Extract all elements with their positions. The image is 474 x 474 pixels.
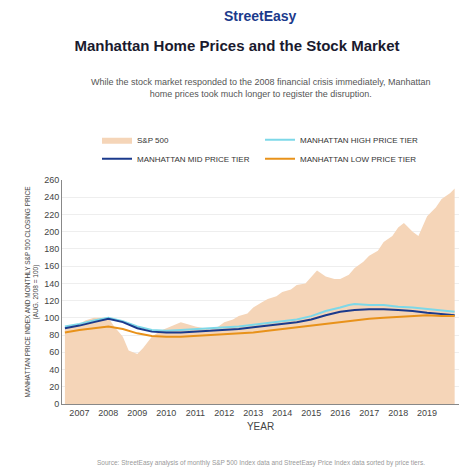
svg-text:2016: 2016 bbox=[330, 408, 350, 418]
svg-text:2009: 2009 bbox=[127, 408, 147, 418]
svg-text:StreetEasy: StreetEasy bbox=[224, 8, 297, 24]
svg-text:MANHATTAN HIGH PRICE TIER: MANHATTAN HIGH PRICE TIER bbox=[300, 136, 418, 145]
svg-text:MANHATTAN MID PRICE TIER: MANHATTAN MID PRICE TIER bbox=[137, 155, 250, 164]
svg-text:S&P 500: S&P 500 bbox=[137, 136, 169, 145]
svg-text:160: 160 bbox=[44, 261, 59, 271]
svg-text:MANHATTAN PRICE INDEX AND MONT: MANHATTAN PRICE INDEX AND MONTHLY S&P 50… bbox=[24, 186, 40, 398]
svg-text:2019: 2019 bbox=[417, 408, 437, 418]
svg-text:80: 80 bbox=[49, 330, 59, 340]
svg-text:100: 100 bbox=[44, 313, 59, 323]
svg-text:2013: 2013 bbox=[243, 408, 263, 418]
svg-text:2015: 2015 bbox=[301, 408, 321, 418]
svg-text:180: 180 bbox=[44, 244, 59, 254]
svg-text:MANHATTAN LOW PRICE TIER: MANHATTAN LOW PRICE TIER bbox=[300, 155, 416, 164]
svg-text:60: 60 bbox=[49, 347, 59, 357]
svg-text:Manhattan Home Prices and the: Manhattan Home Prices and the Stock Mark… bbox=[74, 37, 399, 54]
svg-text:2017: 2017 bbox=[359, 408, 379, 418]
svg-text:260: 260 bbox=[44, 175, 59, 185]
svg-text:YEAR: YEAR bbox=[247, 421, 274, 432]
svg-text:2014: 2014 bbox=[272, 408, 292, 418]
svg-text:2018: 2018 bbox=[388, 408, 408, 418]
svg-text:0: 0 bbox=[54, 399, 59, 409]
svg-text:2007: 2007 bbox=[69, 408, 89, 418]
svg-text:While the stock market respond: While the stock market responded to the … bbox=[91, 77, 431, 99]
svg-text:220: 220 bbox=[44, 210, 59, 220]
svg-text:200: 200 bbox=[44, 227, 59, 237]
svg-text:40: 40 bbox=[49, 365, 59, 375]
svg-text:240: 240 bbox=[44, 192, 59, 202]
svg-text:2011: 2011 bbox=[186, 408, 205, 418]
svg-text:140: 140 bbox=[44, 279, 59, 289]
svg-text:Source: StreetEasy analysis of: Source: StreetEasy analysis of monthly S… bbox=[97, 459, 425, 467]
svg-text:2008: 2008 bbox=[98, 408, 118, 418]
svg-text:2010: 2010 bbox=[156, 408, 176, 418]
svg-text:120: 120 bbox=[44, 296, 59, 306]
svg-text:20: 20 bbox=[49, 382, 59, 392]
svg-text:2012: 2012 bbox=[214, 408, 234, 418]
